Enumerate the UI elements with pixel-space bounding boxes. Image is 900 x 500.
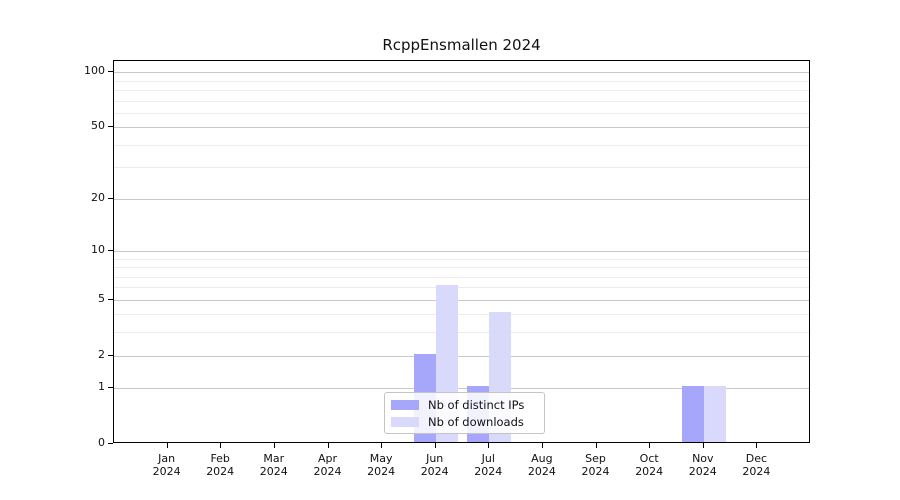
gridline-major [114, 127, 809, 129]
gridline-minor [114, 287, 809, 289]
gridline-major [114, 72, 809, 74]
y-tick-label: 2 [98, 347, 105, 361]
gridline-minor [114, 258, 809, 260]
gridline-major [114, 355, 809, 357]
bar-nb-of-downloads-nov [703, 386, 726, 442]
x-tick-label: Mar 2024 [259, 452, 288, 478]
x-tick-label: Jun 2024 [420, 452, 449, 478]
legend-item-distinct-ips: Nb of distinct IPs [391, 398, 538, 412]
x-tick-label: Sep 2024 [581, 452, 610, 478]
gridline-minor [114, 167, 809, 169]
gridline-minor [114, 112, 809, 114]
y-tick-label: 100 [84, 64, 105, 78]
x-tick [381, 443, 383, 448]
y-tick [108, 197, 113, 199]
x-tick-label: Jul 2024 [474, 452, 503, 478]
y-tick-label: 1 [98, 380, 105, 394]
legend-item-downloads: Nb of downloads [391, 415, 538, 429]
x-tick [273, 443, 275, 448]
x-tick [702, 443, 704, 448]
legend-swatch-downloads [391, 416, 419, 427]
y-tick-label: 50 [91, 119, 105, 133]
gridline-minor [114, 314, 809, 316]
gridline-minor [114, 332, 809, 334]
y-tick-label: 5 [98, 291, 105, 305]
x-tick-label: Nov 2024 [688, 452, 717, 478]
x-tick-label: Oct 2024 [635, 452, 664, 478]
x-tick [595, 443, 597, 448]
x-tick [220, 443, 222, 448]
y-tick [108, 387, 113, 389]
gridline-major [114, 250, 809, 252]
x-tick [649, 443, 651, 448]
y-tick [108, 126, 113, 128]
x-tick-label: Dec 2024 [742, 452, 771, 478]
gridline-major [114, 388, 809, 390]
x-tick [756, 443, 758, 448]
gridline-major [114, 198, 809, 200]
gridline-minor [114, 89, 809, 91]
legend-swatch-distinct-ips [391, 399, 419, 410]
x-tick [166, 443, 168, 448]
x-tick-label: Feb 2024 [206, 452, 235, 478]
gridline-minor [114, 80, 809, 82]
legend-label-distinct-ips: Nb of distinct IPs [428, 397, 525, 412]
y-tick [108, 443, 113, 444]
legend-label-downloads: Nb of downloads [428, 414, 524, 429]
plot-area: Nb of distinct IPs Nb of downloads [113, 60, 810, 443]
bar-nb-of-distinct-ips-nov [681, 386, 704, 442]
gridline-minor [114, 100, 809, 102]
chart-title: RcppEnsmallen 2024 [382, 36, 541, 54]
x-tick [434, 443, 436, 448]
x-tick-label: May 2024 [367, 452, 396, 478]
x-tick [541, 443, 543, 448]
legend: Nb of distinct IPs Nb of downloads [384, 392, 545, 434]
y-tick [108, 71, 113, 73]
y-tick [108, 249, 113, 251]
x-tick-label: Jan 2024 [152, 452, 181, 478]
y-tick [108, 298, 113, 300]
gridline-minor [114, 144, 809, 146]
gridline-major [114, 299, 809, 301]
gridline-minor [114, 276, 809, 278]
x-tick-label: Aug 2024 [527, 452, 556, 478]
x-tick [488, 443, 490, 448]
x-tick [327, 443, 329, 448]
x-tick-label: Apr 2024 [313, 452, 342, 478]
gridline-minor [114, 267, 809, 268]
y-tick-label: 20 [91, 190, 105, 204]
y-tick-label: 0 [98, 436, 105, 449]
y-tick [108, 354, 113, 356]
y-tick-label: 10 [91, 242, 105, 256]
